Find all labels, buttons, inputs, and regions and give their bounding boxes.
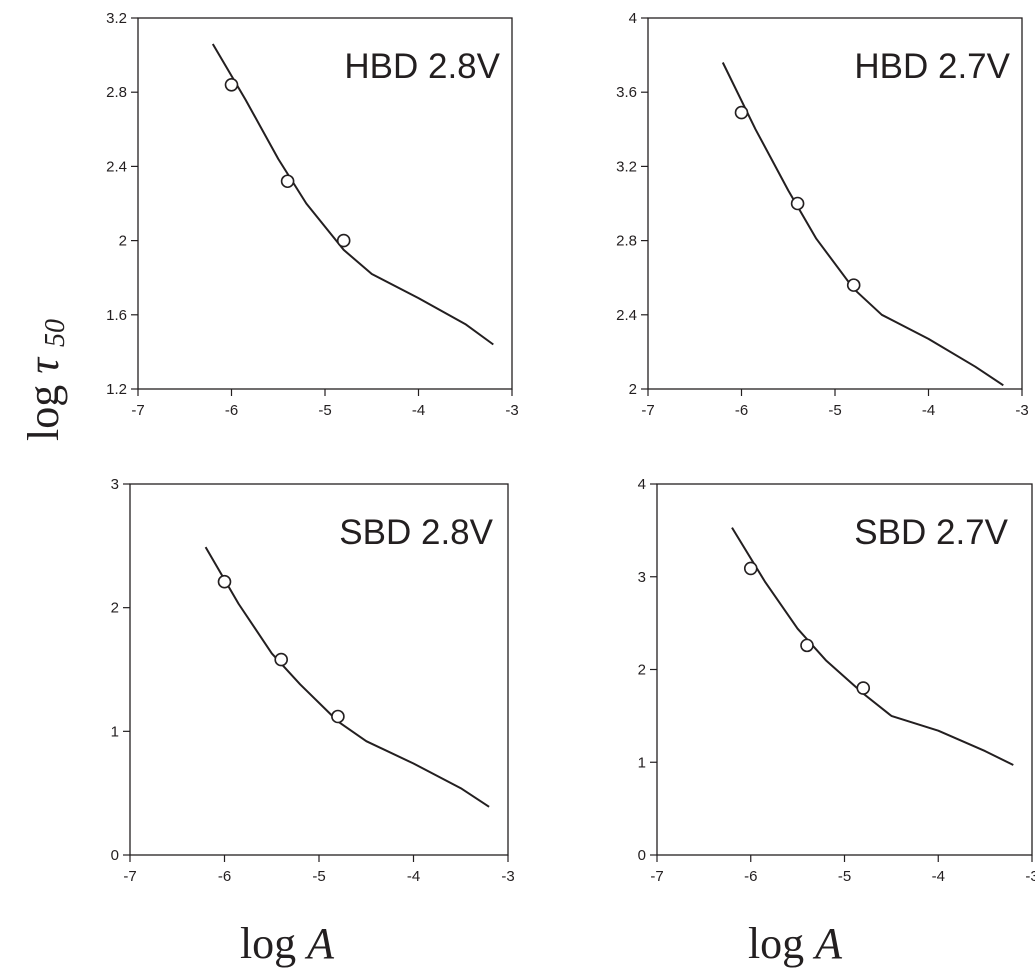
y-tick-label: 3.2 (616, 158, 637, 175)
chart-panel-sbd-28: -7 -6 -5 -4 -3 0 1 2 3 SBD 2.8V (111, 476, 515, 885)
data-point-marker (846, 278, 861, 292)
x-tick-label: -5 (828, 402, 841, 419)
y-tick-label: 4 (638, 476, 646, 493)
x-tick-label: -5 (318, 402, 331, 419)
y-tick-label: 1.2 (106, 381, 127, 398)
x-axis-title-left: log A (240, 919, 335, 968)
y-tick-label: 1 (638, 754, 646, 771)
x-tick-label: -5 (312, 868, 325, 885)
data-point-marker (217, 574, 232, 589)
x-tick-label: -7 (641, 402, 654, 419)
x-tick-label: -6 (218, 868, 231, 885)
x-tick-label: -7 (650, 868, 663, 885)
panels: -7 -6 -5 -4 -3 1.2 1.6 2 2.4 2.8 3.2 HBD 2.8V -7 -6 -5… (106, 10, 1035, 885)
y-tick-label: 2.4 (616, 307, 637, 324)
y-tick-label: 2.8 (616, 233, 637, 250)
y-tick-label: 2 (638, 662, 646, 679)
panel-annotation: SBD 2.7V (854, 513, 1008, 552)
data-point-marker (274, 652, 289, 667)
y-axis-title-subscript: 50 (40, 319, 71, 347)
y-tick-label: 3 (638, 569, 646, 586)
x-tick-label: -3 (1025, 868, 1035, 885)
x-tick-label: -7 (123, 868, 136, 885)
x-axis-title-left-main: log (240, 919, 307, 968)
data-point-marker (336, 233, 351, 248)
x-axis-title-left-var: A (304, 919, 335, 968)
x-axis-title-right-main: log (748, 919, 815, 968)
x-tick-label: -7 (131, 402, 144, 419)
data-point-marker (224, 77, 239, 92)
y-tick-label: 2.8 (106, 84, 127, 101)
chart-panel-sbd-27: -7 -6 -5 -4 -3 0 1 2 3 4 SBD 2.7V (638, 476, 1035, 885)
data-point-marker (800, 638, 814, 653)
x-tick-label: -5 (838, 868, 851, 885)
x-tick-label: -3 (501, 868, 514, 885)
y-axis-title: log τ 50 (19, 319, 71, 441)
y-tick-label: 3 (111, 476, 119, 493)
x-tick-label: -4 (412, 402, 425, 419)
y-tick-label: 3.2 (106, 10, 127, 27)
y-tick-label: 0 (638, 847, 646, 864)
fit-line (204, 546, 490, 808)
x-tick-label: -4 (407, 868, 420, 885)
panel-annotation: HBD 2.7V (854, 47, 1010, 86)
y-tick-label: 2.4 (106, 158, 127, 175)
data-point-marker (734, 105, 749, 120)
chart-panel-hbd-28: -7 -6 -5 -4 -3 1.2 1.6 2 2.4 2.8 3.2 HBD 2.8V (106, 10, 519, 419)
x-tick-label: -3 (505, 402, 518, 419)
data-point-marker (331, 709, 345, 724)
x-tick-label: -3 (1015, 402, 1028, 419)
x-tick-label: -4 (922, 402, 935, 419)
y-axis-title-symbol: τ (19, 356, 68, 374)
x-tick-label: -6 (744, 868, 757, 885)
data-point-marker (280, 174, 295, 189)
y-tick-label: 3.6 (616, 84, 637, 101)
y-tick-label: 0 (111, 847, 119, 864)
y-axis-title-main: log (19, 374, 68, 441)
x-axis-title-right-var: A (812, 919, 843, 968)
fit-line (731, 527, 1014, 766)
x-tick-label: -6 (225, 402, 238, 419)
data-point-marker (743, 561, 758, 576)
y-tick-label: 1.6 (106, 307, 127, 324)
x-tick-label: -6 (735, 402, 748, 419)
panel-annotation: SBD 2.8V (339, 513, 493, 552)
data-point-marker (790, 196, 805, 211)
y-tick-label: 2 (629, 381, 637, 398)
fit-line (721, 62, 1004, 387)
y-tick-label: 1 (111, 723, 119, 740)
x-axis-title-right: log A (748, 919, 843, 968)
fit-line (211, 43, 494, 346)
x-tick-label: -4 (932, 868, 945, 885)
panel-annotation: HBD 2.8V (344, 47, 500, 86)
y-tick-label: 4 (629, 10, 637, 27)
y-tick-label: 2 (111, 600, 119, 617)
y-tick-label: 2 (119, 233, 127, 250)
chart-panel-hbd-27: -7 -6 -5 -4 -3 2 2.4 2.8 3.2 3.6 4 HBD 2.7V (616, 10, 1029, 419)
data-point-marker (856, 681, 871, 695)
